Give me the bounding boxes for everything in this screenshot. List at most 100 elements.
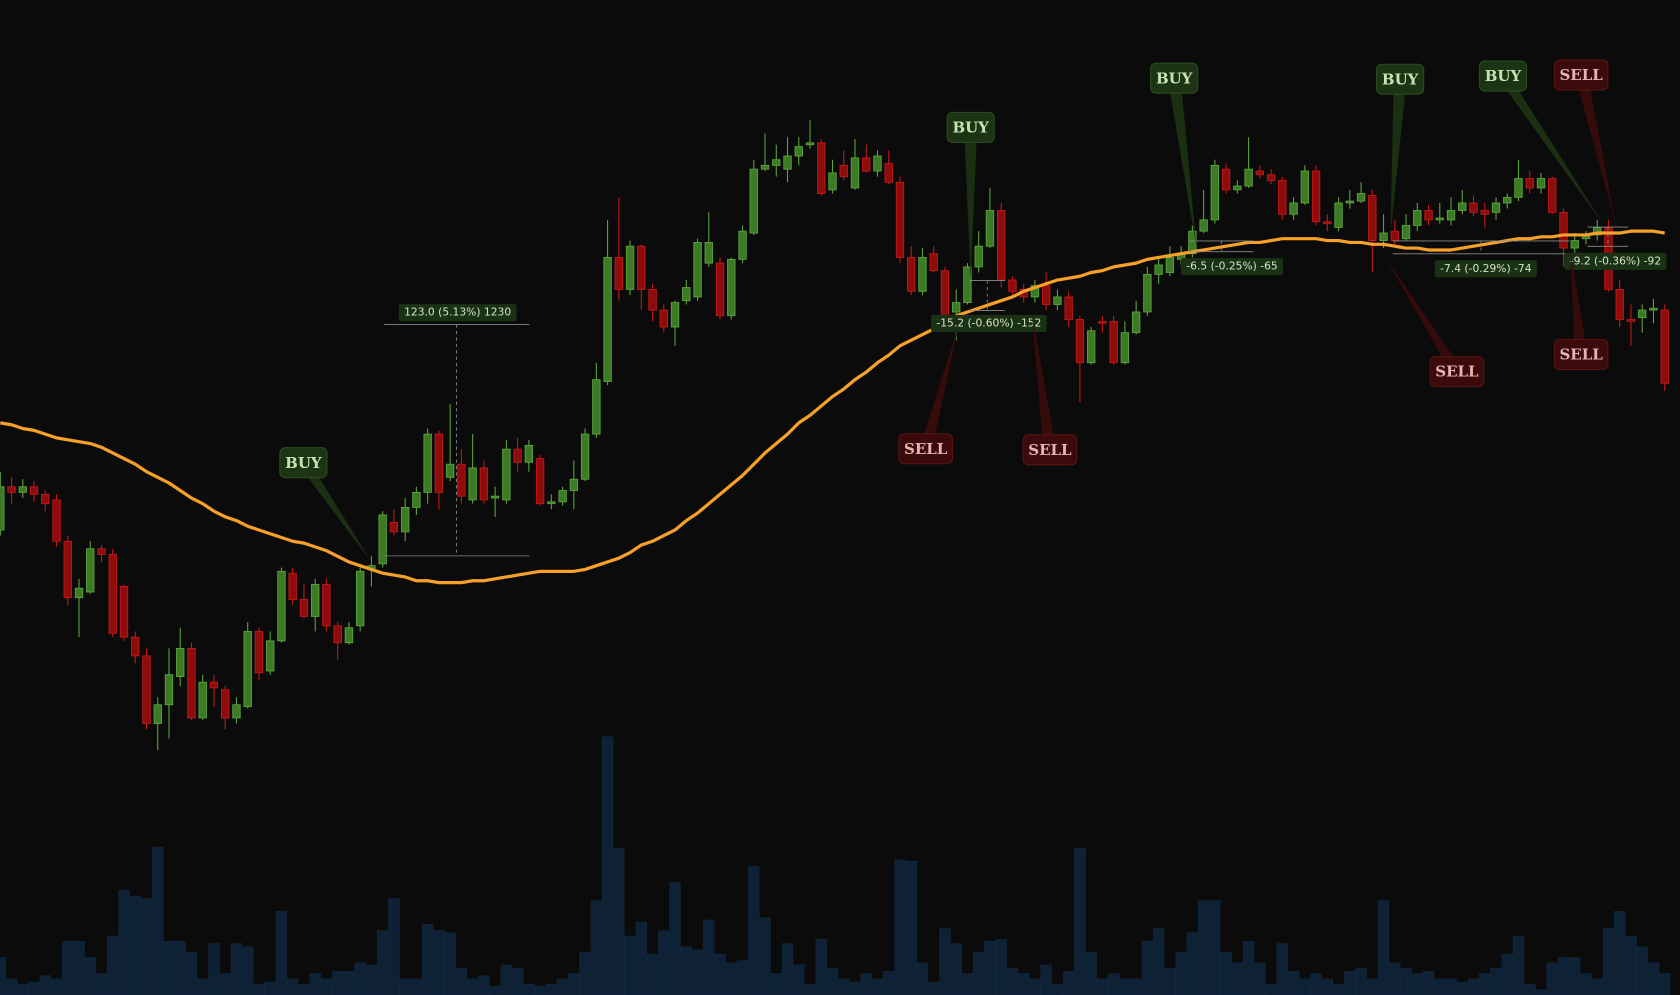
candle-body bbox=[1390, 230, 1399, 241]
volume-bar bbox=[725, 962, 737, 995]
signal-pointer bbox=[1167, 78, 1197, 249]
volume-bar bbox=[883, 971, 895, 995]
candle-body bbox=[524, 444, 534, 463]
signal-label: BUY bbox=[1485, 67, 1522, 85]
volume-bar bbox=[905, 860, 917, 995]
candle-body bbox=[895, 181, 905, 258]
volume-bar bbox=[1490, 967, 1502, 995]
volume-bar bbox=[1422, 971, 1435, 995]
candle-body bbox=[715, 262, 725, 317]
volume-bar bbox=[849, 981, 861, 995]
candle-body bbox=[1638, 309, 1647, 319]
signal: SELL bbox=[1553, 59, 1616, 223]
volume-bar bbox=[995, 938, 1007, 995]
volume-bar bbox=[579, 951, 591, 995]
candle-body bbox=[1446, 210, 1456, 221]
volume-bar bbox=[815, 938, 827, 995]
volume-bar bbox=[1006, 967, 1019, 995]
volume-bar bbox=[1636, 946, 1648, 995]
signal-box bbox=[1376, 63, 1425, 95]
candle-body bbox=[535, 458, 545, 505]
volume-bar bbox=[1164, 967, 1176, 995]
volume-bar bbox=[230, 943, 243, 995]
candle-body bbox=[1480, 210, 1489, 215]
volume-bar bbox=[1051, 983, 1064, 995]
candle-body bbox=[884, 163, 893, 183]
candle-body bbox=[1109, 320, 1118, 364]
volume-bar bbox=[1344, 971, 1356, 995]
volume-bar bbox=[635, 921, 647, 995]
signal-label: BUY bbox=[952, 119, 989, 137]
candle-body bbox=[1278, 179, 1287, 215]
volume-bar bbox=[253, 983, 265, 995]
volume-bar bbox=[343, 971, 355, 995]
volume-bar bbox=[511, 967, 524, 995]
volume-bar bbox=[287, 978, 299, 995]
volume-bar bbox=[1355, 967, 1367, 995]
volume-bar bbox=[1445, 978, 1457, 995]
volume-bar bbox=[1107, 973, 1120, 995]
volume-bar bbox=[264, 981, 276, 995]
signal-box bbox=[279, 447, 328, 479]
volume-bar bbox=[17, 983, 29, 995]
signal-pointer bbox=[964, 127, 978, 281]
volume-bar bbox=[1029, 978, 1041, 995]
volume-bar bbox=[781, 943, 794, 995]
volume-bar bbox=[1321, 978, 1334, 995]
volume-bar bbox=[219, 973, 231, 995]
volume-bar bbox=[1377, 900, 1390, 995]
candle-body bbox=[828, 172, 837, 191]
signal-pointer bbox=[1574, 74, 1616, 223]
candle-body bbox=[1120, 332, 1130, 364]
volume-bar bbox=[1074, 847, 1086, 995]
volume-bar bbox=[1411, 973, 1423, 995]
volume-bar bbox=[129, 896, 141, 995]
volume-bar bbox=[1018, 973, 1030, 995]
candle-body bbox=[1030, 285, 1040, 298]
volume-bar bbox=[1557, 957, 1570, 995]
volume-bar bbox=[1062, 971, 1075, 995]
volume-bar bbox=[973, 951, 985, 995]
signal-box bbox=[1553, 338, 1609, 371]
signal-box bbox=[1150, 62, 1199, 94]
candle-body bbox=[0, 486, 5, 531]
volume-bar bbox=[916, 962, 929, 995]
candle-body bbox=[580, 433, 590, 480]
volume-bar bbox=[624, 935, 636, 995]
signal-label: BUY bbox=[1156, 69, 1193, 87]
volume-bar bbox=[275, 911, 288, 995]
volume-bar bbox=[1287, 971, 1300, 995]
candle-body bbox=[1154, 264, 1163, 275]
volume-bar bbox=[860, 973, 872, 995]
volume-bar bbox=[1456, 981, 1468, 995]
candle-body bbox=[1548, 178, 1557, 213]
volume-bar bbox=[613, 847, 625, 995]
volume-bar bbox=[62, 941, 74, 995]
candle-body bbox=[1266, 174, 1276, 181]
volume-bar bbox=[73, 941, 85, 995]
candle-body bbox=[625, 245, 635, 290]
candle-body bbox=[198, 681, 207, 719]
volume-bar bbox=[1524, 983, 1536, 995]
candle-body bbox=[1401, 225, 1411, 240]
volume-bar bbox=[1479, 973, 1491, 995]
candle-body bbox=[1413, 210, 1422, 226]
signal: BUY bbox=[1150, 62, 1199, 249]
candle-body bbox=[963, 266, 972, 304]
volume-bar bbox=[399, 978, 411, 995]
candle-body bbox=[1503, 196, 1512, 204]
measure-label: -9.2 (-0.36%) -92 bbox=[1570, 254, 1661, 267]
volume-bar bbox=[309, 973, 321, 995]
volume-bar bbox=[1591, 978, 1603, 995]
candle-body bbox=[547, 501, 556, 505]
measure-label-bg bbox=[1564, 252, 1667, 270]
candle-body bbox=[1064, 296, 1073, 320]
candle-body bbox=[355, 570, 365, 627]
signal-box bbox=[1022, 434, 1078, 466]
candle-body bbox=[412, 491, 421, 508]
volume-bar bbox=[1332, 983, 1345, 995]
signal-box bbox=[946, 111, 995, 143]
volume-bar bbox=[478, 975, 490, 995]
candle-body bbox=[1098, 320, 1107, 324]
volume-bar bbox=[680, 946, 692, 995]
